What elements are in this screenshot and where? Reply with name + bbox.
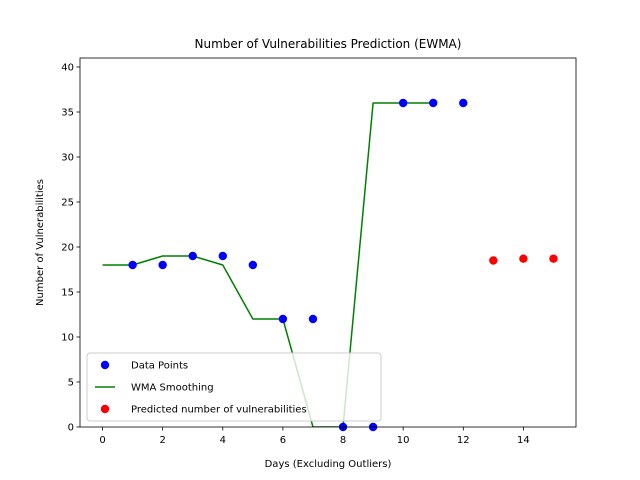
- x-axis-label: Days (Excluding Outliers): [265, 459, 392, 470]
- legend-marker-handle: [100, 360, 110, 370]
- plot-area: [102, 98, 558, 432]
- data-point: [248, 260, 258, 270]
- data-point: [459, 98, 468, 108]
- y-tick-label: 5: [68, 378, 74, 389]
- y-tick-label: 25: [61, 198, 74, 209]
- predicted-point: [489, 256, 498, 265]
- chart-title: Number of Vulnerabilities Prediction (EW…: [195, 37, 462, 51]
- y-axis-label: Number of Vulnerabilities: [35, 179, 46, 306]
- y-tick-label: 35: [61, 108, 74, 119]
- series-line-wma-smoothing: [102, 102, 434, 427]
- predicted-point: [519, 254, 528, 263]
- y-tick-label: 40: [61, 63, 74, 74]
- y-tick-label: 30: [61, 153, 74, 164]
- x-tick-label: 10: [397, 435, 410, 446]
- x-tick-label: 4: [220, 435, 226, 446]
- x-tick-label: 0: [99, 435, 105, 446]
- data-point: [218, 251, 227, 261]
- data-point: [429, 98, 438, 108]
- y-tick-label: 20: [61, 243, 74, 254]
- axes: 0 2 4 6 8 10 12 14 0 5 10 15 20 25 30 35 40: [61, 57, 577, 446]
- predicted-point: [549, 254, 558, 263]
- axes-frame: [79, 57, 577, 428]
- legend-label: Predicted number of vulnerabilities: [131, 405, 307, 416]
- y-tick-label: 15: [61, 288, 74, 299]
- data-point: [158, 260, 167, 270]
- legend-label: WMA Smoothing: [131, 383, 214, 394]
- x-tick-label: 6: [280, 435, 286, 446]
- x-tick-label: 14: [517, 435, 530, 446]
- x-tick-label: 12: [457, 435, 470, 446]
- legend-label: Data Points: [131, 361, 188, 372]
- x-tick-label: 2: [159, 435, 165, 446]
- y-tick-label: 10: [61, 333, 74, 344]
- series-group: [102, 102, 434, 427]
- y-tick-label: 0: [68, 423, 74, 434]
- legend-box: [86, 352, 382, 422]
- data-point: [308, 314, 318, 324]
- legend: Data Points WMA Smoothing Predicted number…: [86, 352, 382, 422]
- data-point: [188, 251, 197, 261]
- data-point: [398, 98, 408, 108]
- x-tick-label: 8: [340, 435, 346, 446]
- data-point: [128, 260, 137, 270]
- legend-marker-handle: [100, 404, 110, 414]
- data-point: [278, 314, 288, 324]
